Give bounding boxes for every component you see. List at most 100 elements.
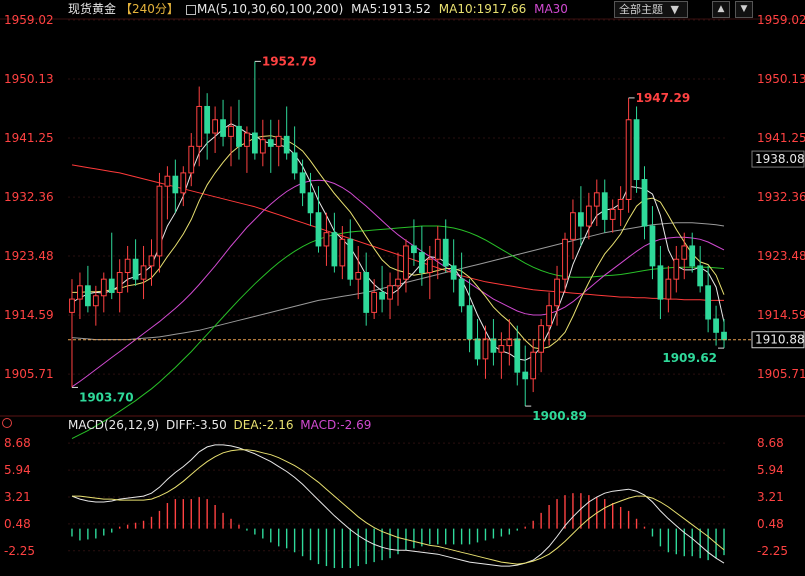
candle-body	[665, 278, 672, 300]
candle-body	[283, 135, 290, 154]
ma10-value: MA10:1917.66	[438, 2, 527, 16]
y-tick-label-right: 1941.25	[757, 131, 805, 145]
candle-body	[609, 208, 616, 220]
y-tick-label-right: 1959.02	[757, 13, 805, 27]
candle-body	[124, 258, 131, 274]
candle-body	[228, 125, 234, 137]
candle-body	[641, 179, 648, 227]
candle-body	[148, 255, 155, 267]
macd-diff-line	[71, 444, 725, 567]
ma30-label: MA30	[534, 2, 568, 16]
macd-tick-label-right: -2.25	[757, 544, 788, 558]
triangle-down-icon[interactable]: ▼	[735, 1, 753, 18]
candle-body	[275, 135, 282, 147]
candle-body	[530, 351, 537, 380]
candle-body	[570, 212, 576, 240]
triangle-up-icon[interactable]: ▲	[712, 1, 730, 18]
y-tick-label-right: 1932.36	[757, 190, 805, 204]
macd-tick-label-right: 3.21	[757, 490, 784, 504]
candle-body	[77, 285, 83, 300]
candle-body	[156, 185, 163, 257]
candle-body	[339, 238, 346, 267]
candle-body	[387, 285, 393, 300]
candle-body	[100, 278, 107, 297]
candle-body	[673, 258, 680, 280]
candle-body	[450, 265, 457, 280]
candle-body	[371, 291, 378, 313]
macd-tick-label-left: 3.21	[4, 490, 31, 504]
candle-body	[204, 105, 211, 134]
macd-dea-line	[72, 449, 725, 565]
y-tick-label-right: 1950.13	[757, 72, 805, 86]
y-tick-label-left: 1950.13	[4, 72, 54, 86]
candle-body	[490, 338, 497, 353]
candle-body	[236, 125, 242, 147]
y-tick-label-left: 1932.36	[4, 190, 54, 204]
macd-tick-label-left: -2.25	[4, 544, 35, 558]
hover-price-box	[751, 150, 805, 168]
candle-body	[220, 119, 226, 137]
macd-tick-label-left: 5.94	[4, 463, 31, 477]
candle-body	[426, 258, 433, 274]
hover-price-label: 1938.08	[755, 152, 805, 166]
y-tick-label-left: 1959.02	[4, 13, 54, 27]
macd-diff: DIFF:-3.50	[165, 418, 227, 432]
candle-body	[585, 205, 592, 227]
candle-body	[458, 278, 465, 307]
macd-dea: DEA:-2.16	[233, 418, 294, 432]
instrument-title: 现货黄金 【240分】	[68, 0, 183, 18]
macd-tick-label-left: 0.48	[4, 517, 31, 531]
candle-body	[482, 338, 489, 360]
candle-body	[108, 278, 115, 293]
y-tick-label-left: 1914.59	[4, 308, 54, 322]
candle-body	[546, 305, 552, 327]
candle-body	[212, 119, 218, 134]
candle-body	[625, 119, 632, 200]
candle-body	[705, 285, 712, 320]
candle-body	[395, 278, 401, 287]
candle-body	[196, 105, 203, 147]
annotation-label: 1900.89	[532, 409, 587, 423]
candle-body	[116, 272, 123, 293]
candle-body	[466, 305, 473, 340]
candle-body	[291, 152, 298, 174]
candle-body	[411, 245, 417, 254]
candle-body	[498, 345, 505, 353]
candle-body	[562, 238, 568, 280]
ma5-value: MA5:1913.52	[351, 2, 431, 16]
candle-body	[418, 252, 425, 274]
candle-body	[251, 132, 258, 154]
y-tick-label-left: 1905.71	[4, 367, 54, 381]
ma-params: MA(5,10,30,60,100,200)	[197, 2, 344, 16]
macd-legend: MACD(26,12,9) DIFF:-3.50 DEA:-2.16 MACD:…	[68, 416, 374, 434]
macd-settings-icon[interactable]	[2, 418, 12, 428]
theme-dropdown[interactable]: 全部主题 ▼	[614, 1, 688, 18]
candle-body	[649, 225, 656, 267]
instrument-name: 现货黄金	[68, 2, 117, 16]
period-label[interactable]: 【240分】	[120, 2, 179, 16]
last-price-label: 1910.88	[755, 333, 805, 347]
ma30-line	[71, 179, 725, 388]
candle-body	[434, 238, 441, 260]
candle-body	[180, 172, 187, 194]
ma-settings-checkbox[interactable]	[186, 5, 196, 15]
candle-body	[331, 232, 338, 267]
ma60-line	[71, 225, 725, 440]
y-tick-label-left: 1941.25	[4, 131, 54, 145]
macd-tick-label-right: 8.68	[757, 436, 784, 450]
last-price-box	[751, 331, 805, 349]
candle-body	[132, 258, 139, 280]
candle-body	[379, 291, 385, 300]
candle-body	[140, 265, 147, 280]
candle-body	[307, 192, 314, 214]
y-tick-label-right: 1914.59	[757, 308, 805, 322]
header-bar: 现货黄金 【240分】 MA(5,10,30,60,100,200) MA5:19…	[0, 0, 805, 18]
candle-body	[713, 318, 719, 333]
candle-body	[657, 265, 664, 300]
candle-body	[522, 371, 529, 380]
candle-body	[172, 175, 179, 194]
candle-body	[514, 338, 521, 373]
macd-tick-label-left: 8.68	[4, 436, 31, 450]
